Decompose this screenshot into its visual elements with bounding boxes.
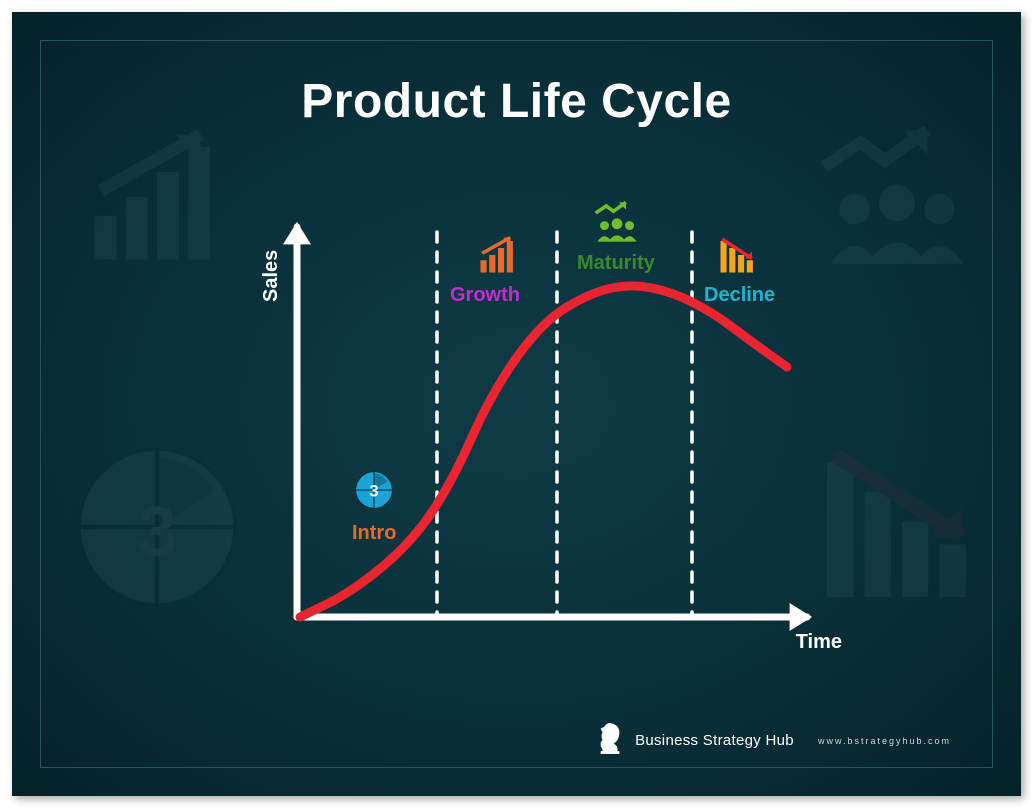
maturity-label: Maturity <box>577 252 655 275</box>
footer-url: www.bstrategyhub.com <box>818 736 951 746</box>
growth-label: Growth <box>450 284 520 307</box>
intro-icon: 3 <box>354 470 394 515</box>
svg-text:3: 3 <box>369 482 378 501</box>
x-axis-label: Time <box>796 631 842 654</box>
svg-text:3: 3 <box>137 492 176 571</box>
y-axis-label: Sales <box>260 250 283 302</box>
footer: Business Strategy Hub www.bstrategyhub.c… <box>595 721 951 760</box>
decline-label: Decline <box>704 284 775 307</box>
page-outer: Product Life Cycle 3 <box>0 0 1033 808</box>
people-trend-watermark-icon <box>812 112 982 287</box>
bars-up-watermark-icon <box>82 122 232 277</box>
maturity-icon <box>592 197 642 252</box>
bars-down-watermark-icon <box>812 432 992 617</box>
footer-brand: Business Strategy Hub <box>635 732 794 749</box>
card: Product Life Cycle 3 <box>12 12 1021 796</box>
knight-icon <box>595 721 625 760</box>
intro-label: Intro <box>352 522 396 545</box>
chart: Sales Time 3 Intro Growth Maturity <box>292 222 812 652</box>
countdown-watermark-icon: 3 <box>72 442 242 617</box>
growth-icon <box>477 234 519 281</box>
decline-icon <box>717 234 759 281</box>
